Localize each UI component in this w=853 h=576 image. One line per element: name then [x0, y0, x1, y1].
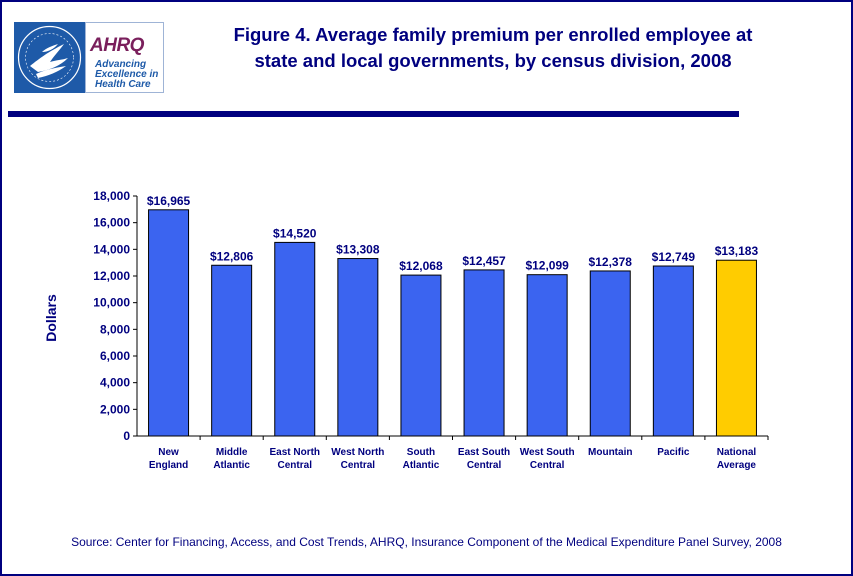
bars: $16,965 $12,806 $14,520 $13,308 $12,068 $12,4… [147, 194, 759, 437]
data-label: $12,099 [525, 259, 569, 273]
y-tick-label: 0 [123, 429, 130, 443]
ahrq-tagline: Advancing Excellence in Health Care [95, 59, 159, 90]
x-category-label-line: South [407, 447, 435, 458]
y-tick-label: 10,000 [93, 296, 130, 310]
x-category-label: Pacific [657, 447, 690, 458]
x-category-label-line: Atlantic [213, 460, 250, 471]
x-category-label: West South Central [520, 447, 575, 471]
x-category-label: Mountain [588, 447, 632, 458]
y-tick-label: 8,000 [100, 322, 130, 336]
data-label: $12,378 [589, 255, 633, 269]
y-tick-label: 14,000 [93, 242, 130, 256]
ahrq-logo-mark: AHRQ [90, 35, 144, 56]
x-category-label: Middle Atlantic [213, 447, 250, 471]
chart-title-line-1: Figure 4. Average family premium per enr… [233, 24, 753, 45]
x-category-label-line: Atlantic [403, 460, 440, 471]
x-category-label: South Atlantic [403, 447, 440, 471]
x-category-label: New England [149, 447, 188, 471]
data-label: $14,520 [273, 226, 317, 240]
bar [337, 258, 379, 437]
y-tick-label: 2,000 [100, 402, 130, 416]
bar [652, 265, 694, 437]
x-category-label-line: Central [278, 460, 313, 471]
x-category-label-line: Central [341, 460, 376, 471]
x-category-label: National Average [717, 447, 757, 471]
y-tick-label: 16,000 [93, 216, 130, 230]
y-tick-label: 4,000 [100, 376, 130, 390]
x-category-label: West North Central [331, 447, 384, 471]
x-category-label-line: East North [269, 447, 320, 458]
x-category-label-line: Pacific [657, 447, 690, 458]
x-category-label-line: East South [458, 447, 510, 458]
chart-title: Figure 4. Average family premium per enr… [182, 22, 804, 74]
y-tick-label: 6,000 [100, 349, 130, 363]
bar [400, 274, 442, 437]
x-category-label-line: Central [467, 460, 502, 471]
bar [526, 274, 568, 437]
data-label: $16,965 [147, 194, 191, 208]
y-axis-ticks: 0 2,000 4,000 6,000 8,000 10,000 12,000 14,000 1… [93, 189, 137, 443]
x-category-label-line: Central [530, 460, 565, 471]
data-label: $12,068 [399, 259, 443, 273]
data-label: $13,308 [336, 243, 380, 257]
x-axis-labels: New England Middle Atlantic East North Centra… [149, 436, 769, 471]
x-category-label-line: England [149, 460, 188, 471]
ahrq-logo: AHRQ Advancing Excellence in Health Care [85, 22, 164, 93]
source-note: Source: Center for Financing, Access, an… [71, 535, 782, 549]
bar [148, 209, 190, 437]
data-label: $12,749 [652, 250, 696, 264]
x-category-label-line: Mountain [588, 447, 632, 458]
title-divider [8, 111, 739, 117]
chart-title-line-2: state and local governments, by census d… [254, 50, 732, 71]
bar [274, 241, 316, 437]
data-label: $12,457 [462, 254, 506, 268]
data-label: $13,183 [715, 244, 759, 258]
x-category-label-line: West South [520, 447, 575, 458]
x-category-label: East North Central [269, 447, 320, 471]
y-tick-label: 18,000 [93, 189, 130, 203]
bar [715, 259, 757, 437]
x-category-label-line: National [717, 447, 757, 458]
x-category-label-line: New [158, 447, 179, 458]
y-axis-label: Dollars [43, 294, 59, 342]
x-category-label-line: West North [331, 447, 384, 458]
x-category-label-line: Middle [216, 447, 248, 458]
bar [463, 269, 505, 437]
x-category-label: East South Central [458, 447, 510, 471]
data-label: $12,806 [210, 249, 254, 263]
hhs-logo [14, 22, 85, 93]
hhs-eagle-seal-icon [17, 25, 82, 90]
bar [211, 264, 253, 437]
x-category-label-line: Average [717, 460, 757, 471]
y-tick-label: 12,000 [93, 269, 130, 283]
bar [589, 270, 631, 437]
